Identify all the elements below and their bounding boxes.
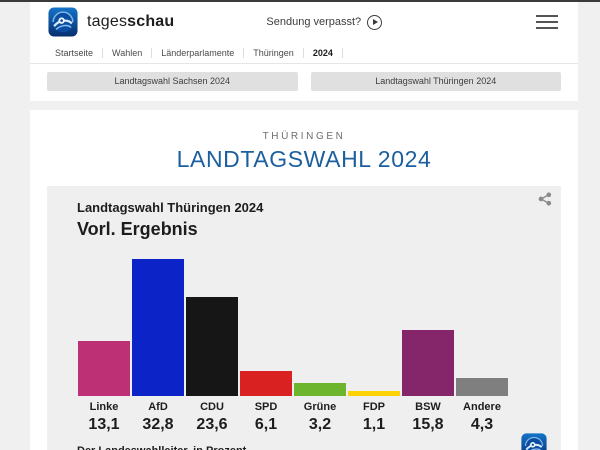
bar-area — [77, 258, 131, 396]
bar-area — [239, 258, 293, 396]
bar-column-cdu: CDU 23,6 — [185, 258, 239, 434]
bar-category-label: CDU — [200, 401, 224, 413]
page-container: tagesschau Sendung verpasst? Startseite W… — [30, 2, 578, 450]
header-divider — [30, 63, 578, 64]
bar-category-label: FDP — [363, 401, 385, 413]
breadcrumb: Startseite Wahlen Länderparlamente Thüringe… — [30, 42, 578, 63]
bar-value-label: 3,2 — [308, 416, 332, 433]
top-border-line — [0, 0, 600, 2]
bar-category-label: Linke — [89, 401, 119, 413]
breadcrumb-item-2024[interactable]: 2024 — [304, 47, 343, 58]
page-title: LANDTAGSWAHL 2024 — [176, 146, 432, 172]
breadcrumb-item-wahlen[interactable]: Wahlen — [103, 47, 153, 58]
election-result-chart: Landtagswahl Thüringen 2024 Vorl. Ergebn… — [47, 186, 561, 450]
breadcrumb-item-l-nderparlamente[interactable]: Länderparlamente — [152, 47, 245, 58]
menu-icon[interactable] — [536, 12, 558, 33]
share-icon[interactable] — [538, 192, 552, 206]
bar-column-gr-ne: Grüne 3,2 — [293, 258, 347, 434]
bar-gr-ne[interactable] — [294, 383, 346, 396]
bar-category-label: BSW — [415, 401, 441, 413]
brand-wordmark[interactable]: tagesschau — [87, 13, 175, 30]
bar-category-label: AfD — [148, 401, 168, 413]
bar-value-label: 4,3 — [470, 416, 494, 433]
sendung-verpasst-label: Sendung verpasst? — [266, 16, 362, 28]
bar-column-fdp: FDP 1,1 — [347, 258, 401, 434]
bar-spd[interactable] — [240, 371, 292, 396]
bar-andere[interactable] — [456, 378, 508, 396]
bars-row: Linke 13,1 AfD 32,8 CDU 23,6 SPD 6,1 Grüne 3,2 FDP… — [77, 258, 531, 434]
tagesschau-watermark-icon — [521, 433, 547, 450]
bar-value-label: 23,6 — [196, 416, 228, 433]
election-nav-buttons: Landtagswahl Sachsen 2024 Landtagswahl T… — [30, 64, 578, 101]
sendung-verpasst-link[interactable]: Sendung verpasst? — [266, 14, 383, 30]
bar-fdp[interactable] — [348, 391, 400, 396]
bar-cdu[interactable] — [186, 297, 238, 396]
bar-column-bsw: BSW 15,8 — [401, 258, 455, 434]
bar-linke[interactable] — [78, 341, 130, 396]
bar-bsw[interactable] — [402, 330, 454, 396]
breadcrumb-item-th-ringen[interactable]: Thüringen — [244, 47, 304, 58]
site-header: tagesschau Sendung verpasst? Startseite W… — [30, 2, 578, 101]
bar-value-label: 15,8 — [412, 416, 444, 433]
bar-area — [131, 258, 185, 396]
bar-column-afd: AfD 32,8 — [131, 258, 185, 434]
tagesschau-logo-icon[interactable] — [48, 7, 78, 37]
bar-area — [401, 258, 455, 396]
chart-title: Landtagswahl Thüringen 2024 — [77, 200, 264, 215]
bar-value-label: 6,1 — [254, 416, 278, 433]
bar-value-label: 13,1 — [88, 416, 120, 433]
header-top-row: tagesschau Sendung verpasst? — [30, 2, 578, 42]
chart-source: Der Landeswahlleiter, in Prozent — [77, 445, 531, 450]
breadcrumb-item-startseite[interactable]: Startseite — [45, 47, 104, 58]
chart-subtitle: Vorl. Ergebnis — [77, 219, 198, 239]
nav-button-thueringen[interactable]: Landtagswahl Thüringen 2024 — [310, 72, 561, 91]
bar-category-label: SPD — [254, 401, 278, 413]
bar-area — [347, 258, 401, 396]
bar-column-spd: SPD 6,1 — [239, 258, 293, 434]
bar-value-label: 1,1 — [362, 416, 386, 433]
bar-value-label: 32,8 — [142, 416, 174, 433]
bar-area — [185, 258, 239, 396]
play-icon — [367, 14, 383, 30]
bar-category-label: Grüne — [303, 401, 337, 413]
bar-category-label: Andere — [463, 401, 501, 413]
bar-column-linke: Linke 13,1 — [77, 258, 131, 434]
region-kicker: THÜRINGEN — [262, 131, 346, 142]
bar-area — [455, 258, 509, 396]
nav-button-sachsen[interactable]: Landtagswahl Sachsen 2024 — [47, 72, 298, 91]
bar-column-andere: Andere 4,3 — [455, 258, 509, 434]
bar-afd[interactable] — [132, 259, 184, 396]
bar-area — [293, 258, 347, 396]
main-content: THÜRINGEN LANDTAGSWAHL 2024 Landtagswahl… — [30, 110, 578, 450]
